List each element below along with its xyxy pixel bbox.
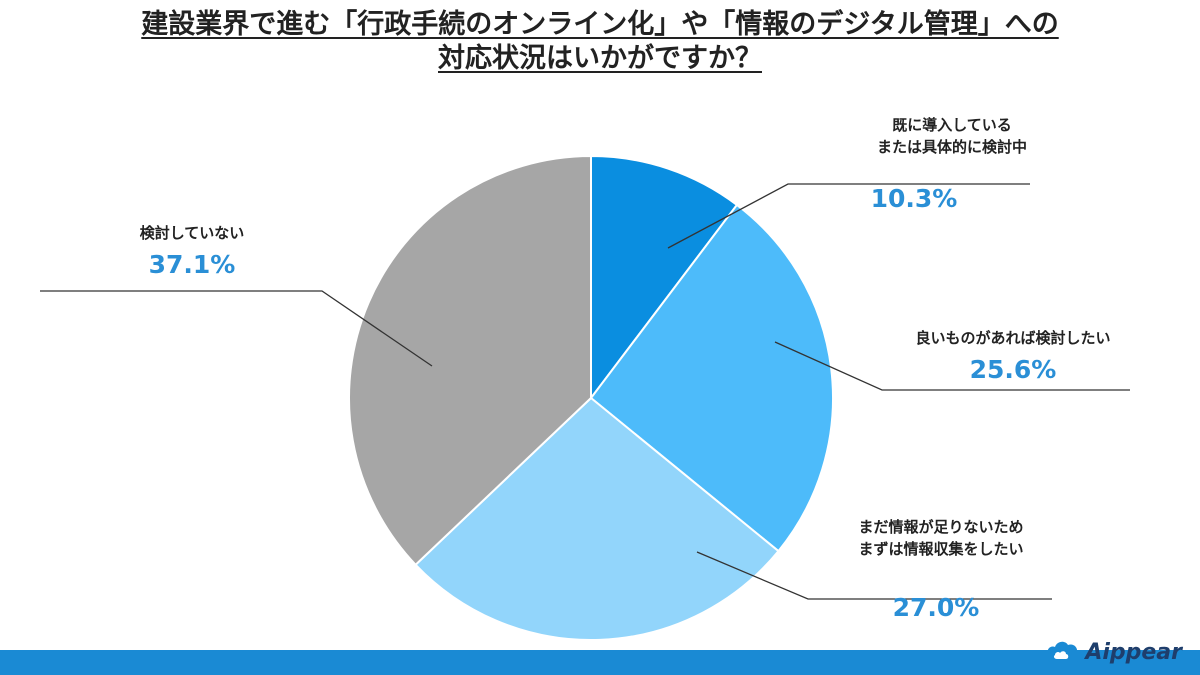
leader-line-3: [696, 551, 1052, 600]
slice-label-3-line-2: まずは情報収集をしたい: [858, 540, 1023, 558]
slice-label-1-line-1: 既に導入している: [892, 116, 1012, 134]
leader-line-2: [774, 341, 1130, 391]
slice-label-2-line-1: 良いものがあれば検討したい: [915, 329, 1110, 347]
slice-label-3-line-1: まだ情報が足りないため: [858, 518, 1023, 536]
slice-percent-4: 37.1%: [149, 250, 236, 279]
pie-slice-3: [414, 396, 780, 641]
chart-title: 建設業界で進む「行政手続のオンライン化」や「情報のデジタル管理」への 対応状況は…: [0, 8, 1200, 76]
slice-label-4-line-1: 検討していない: [140, 224, 245, 242]
cloud-icon: [1047, 641, 1080, 663]
leader-line-4: [40, 290, 433, 367]
footer-bar: [0, 650, 1200, 675]
slice-label-1-line-2: または具体的に検討中: [877, 138, 1027, 156]
brand-logo: Aippear: [1045, 636, 1182, 668]
brand-name: Aippear: [1085, 639, 1182, 665]
pie-slice-1: [590, 154, 739, 401]
title-line-1: 建設業界で進む「行政手続のオンライン化」や「情報のデジタル管理」への: [141, 9, 1059, 40]
pie-slice-4: [348, 154, 592, 567]
slice-percent-1: 10.3%: [871, 184, 958, 213]
slice-percent-2: 25.6%: [970, 355, 1057, 384]
pie-slice-2: [589, 203, 834, 553]
title-line-2: 対応状況はいかがですか？: [438, 43, 762, 74]
leader-line-1: [667, 183, 1030, 249]
slice-percent-3: 27.0%: [893, 593, 980, 622]
